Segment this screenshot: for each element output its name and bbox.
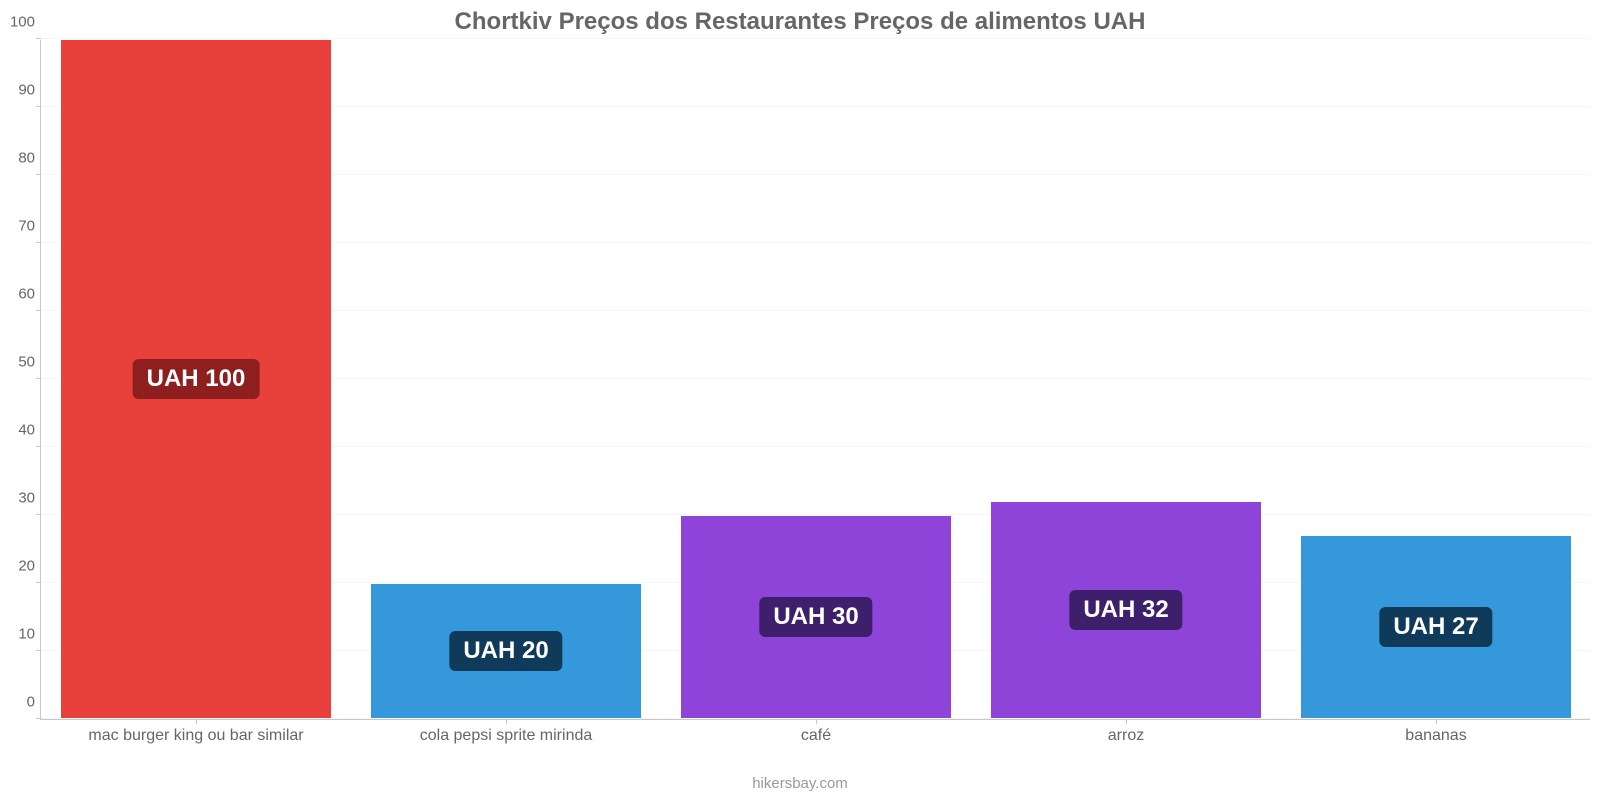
y-tick-label: 80 [18, 150, 35, 167]
x-tick-mark [816, 719, 817, 724]
x-tick-mark [196, 719, 197, 724]
value-badge: UAH 32 [1069, 590, 1182, 630]
x-tick-mark [1126, 719, 1127, 724]
y-tick-mark [36, 378, 41, 379]
y-tick-label: 0 [27, 694, 35, 711]
chart-title: Chortkiv Preços dos Restaurantes Preços … [0, 8, 1600, 36]
y-tick-label: 60 [18, 286, 35, 303]
x-axis-label: arroz [1108, 727, 1144, 745]
x-axis-label: cola pepsi sprite mirinda [420, 727, 593, 745]
plot-area: 0102030405060708090100mac burger king ou… [40, 40, 1590, 720]
chart-footer: hikersbay.com [0, 775, 1600, 792]
x-tick-mark [1436, 719, 1437, 724]
y-tick-label: 40 [18, 422, 35, 439]
y-tick-mark [36, 242, 41, 243]
y-tick-mark [36, 514, 41, 515]
y-tick-mark [36, 106, 41, 107]
y-tick-label: 20 [18, 558, 35, 575]
x-axis-label: bananas [1405, 727, 1466, 745]
y-tick-mark [36, 38, 41, 39]
x-axis-label: café [801, 727, 831, 745]
y-tick-label: 30 [18, 490, 35, 507]
y-tick-mark [36, 174, 41, 175]
x-tick-mark [506, 719, 507, 724]
value-badge: UAH 100 [133, 359, 260, 399]
y-tick-label: 10 [18, 626, 35, 643]
price-bar-chart: Chortkiv Preços dos Restaurantes Preços … [0, 0, 1600, 800]
x-axis-label: mac burger king ou bar similar [88, 727, 303, 745]
y-tick-mark [36, 446, 41, 447]
value-badge: UAH 20 [449, 631, 562, 671]
value-badge: UAH 30 [759, 597, 872, 637]
y-tick-mark [36, 650, 41, 651]
value-badge: UAH 27 [1379, 607, 1492, 647]
y-tick-label: 70 [18, 218, 35, 235]
y-tick-label: 100 [10, 14, 35, 31]
y-tick-mark [36, 718, 41, 719]
y-tick-label: 90 [18, 82, 35, 99]
y-tick-mark [36, 310, 41, 311]
y-tick-label: 50 [18, 354, 35, 371]
y-tick-mark [36, 582, 41, 583]
